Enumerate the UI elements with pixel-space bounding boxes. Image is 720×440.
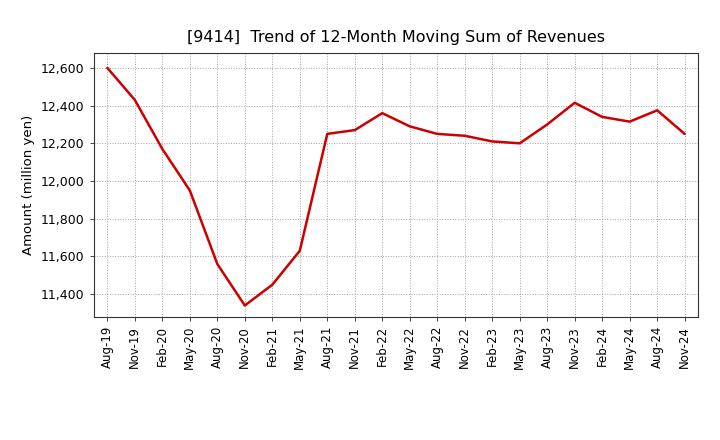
Title: [9414]  Trend of 12-Month Moving Sum of Revenues: [9414] Trend of 12-Month Moving Sum of R… — [187, 29, 605, 45]
Y-axis label: Amount (million yen): Amount (million yen) — [22, 115, 35, 255]
